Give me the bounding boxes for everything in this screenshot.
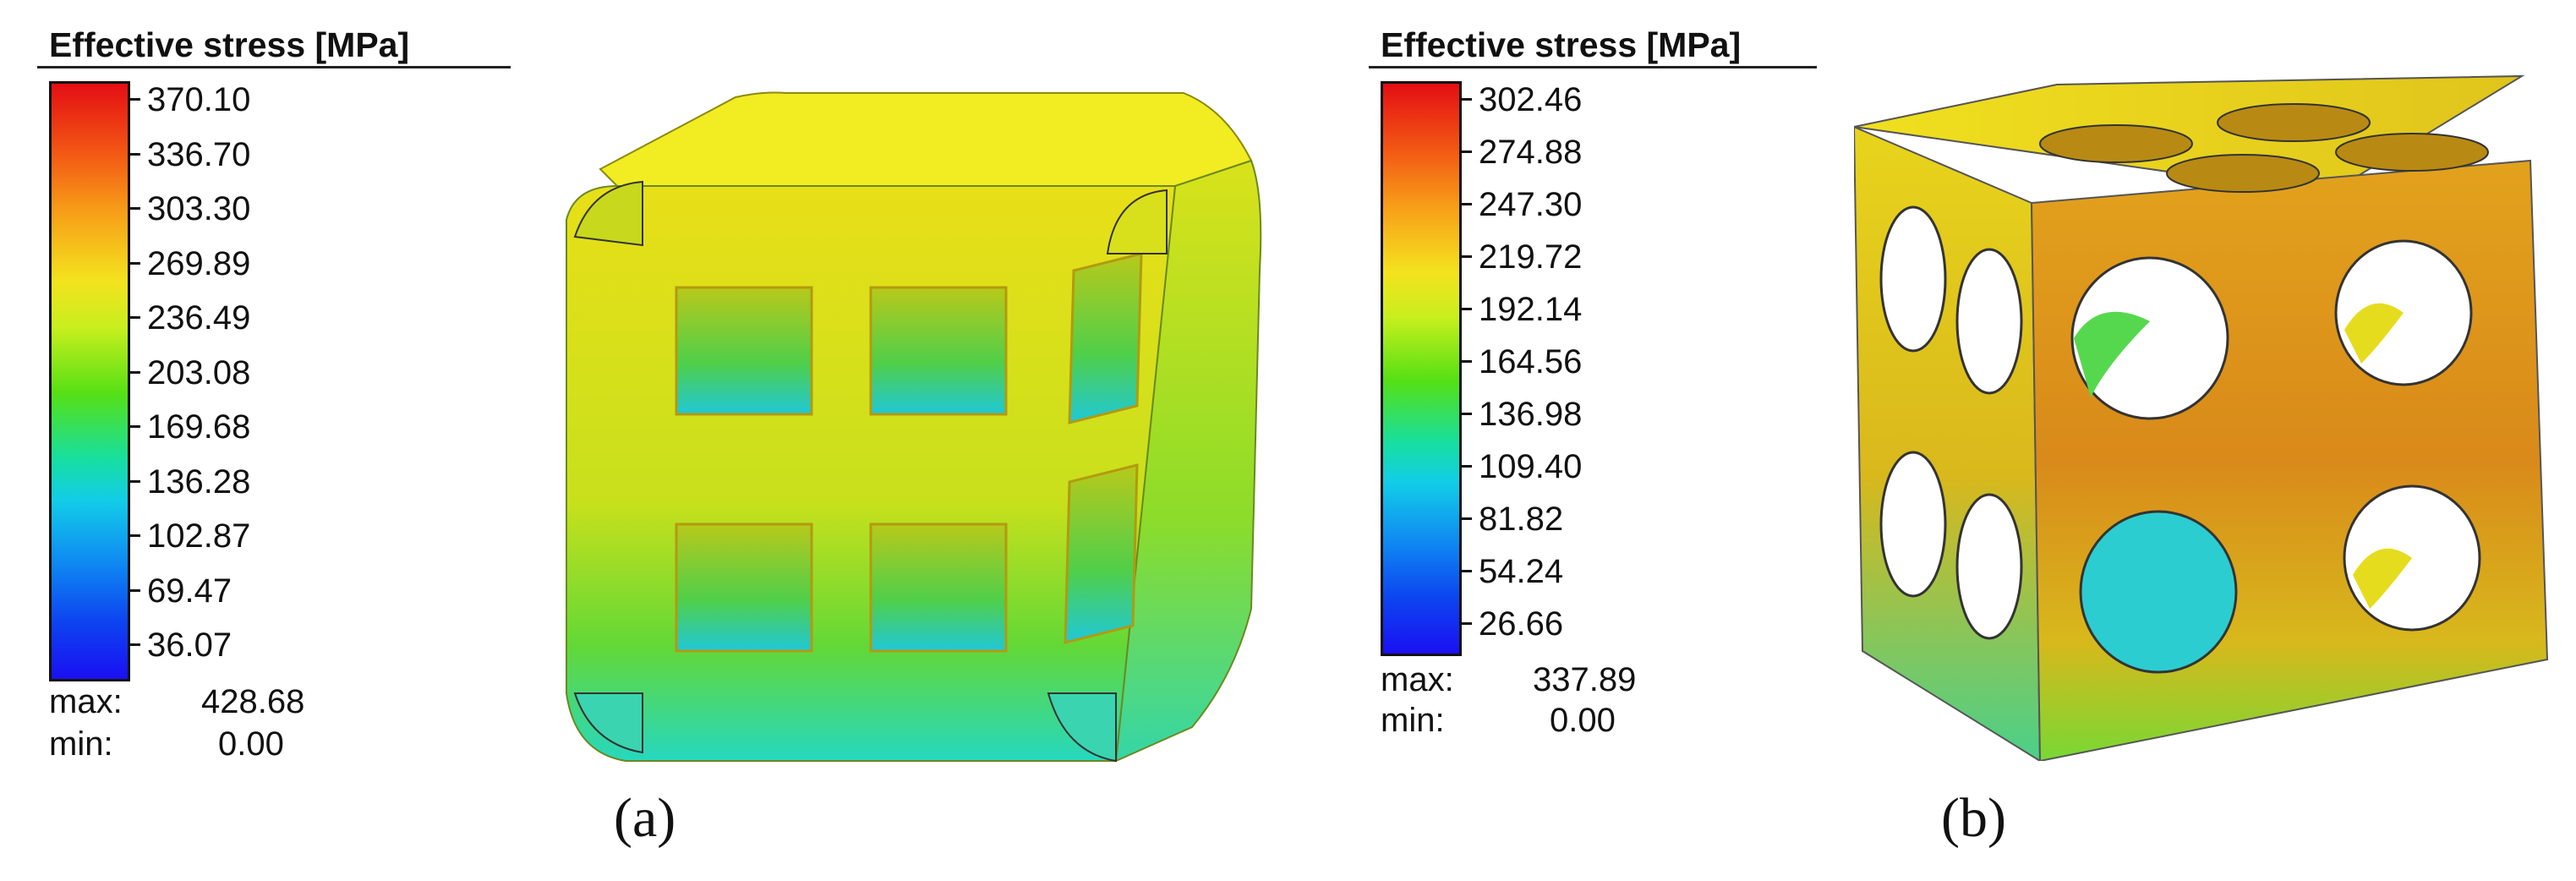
colorbar-tick: [1462, 413, 1472, 415]
colorbar-tick: [1462, 517, 1472, 520]
colorbar-tick-label: 192.14: [1479, 291, 1583, 328]
colorbar-tick: [1462, 570, 1472, 572]
colorbar-tick-label: 36.07: [147, 627, 232, 664]
colorbar-tick-label: 203.08: [147, 353, 251, 391]
colorbar-tick-label: 247.30: [1479, 186, 1583, 223]
colorbar-tick: [130, 588, 140, 592]
colorbar-tick-label: 164.56: [1479, 343, 1583, 380]
colorbar: [1381, 81, 1462, 656]
min-label: min:: [49, 725, 113, 763]
legend-title: Effective stress [MPa]: [1381, 25, 1742, 64]
colorbar-tick: [1462, 98, 1472, 101]
colorbar-tick-label: 336.70: [147, 135, 251, 173]
colorbar-tick-label: 109.40: [1479, 448, 1583, 485]
legend-title: Effective stress [MPa]: [49, 25, 410, 64]
colorbar-tick-label: 69.47: [147, 572, 232, 610]
colorbar-tick-label: 303.30: [147, 190, 251, 227]
colorbar-tick-label: 102.87: [147, 517, 251, 555]
max-value: 428.68: [201, 683, 305, 720]
colorbar-tick: [130, 425, 140, 428]
perforated-cube-render-b: [1854, 74, 2549, 761]
min-value: 0.00: [218, 725, 284, 763]
min-value: 0.00: [1550, 702, 1616, 739]
colorbar-tick: [1462, 308, 1472, 310]
max-value: 337.89: [1533, 661, 1637, 698]
colorbar-tick: [1462, 622, 1472, 625]
colorbar-tick-label: 370.10: [147, 81, 251, 118]
max-label: max:: [1381, 661, 1454, 698]
panel-b: Effective stress [MPa] 302.46 274.88 247.3…: [1288, 0, 2576, 881]
colorbar-tick-label: 54.24: [1479, 553, 1564, 590]
colorbar-tick: [1462, 150, 1472, 153]
colorbar-tick-label: 169.68: [147, 408, 251, 446]
figure-caption: (a): [614, 787, 676, 849]
colorbar-tick: [1462, 465, 1472, 468]
colorbar-tick: [130, 370, 140, 374]
colorbar-tick: [130, 261, 140, 265]
colorbar-tick-label: 269.89: [147, 244, 251, 282]
colorbar-tick-label: 274.88: [1479, 134, 1583, 171]
colorbar: [49, 81, 130, 681]
min-readout: min: 0.00: [49, 725, 284, 763]
colorbar-tick: [1462, 203, 1472, 205]
colorbar-tick: [130, 98, 140, 101]
max-label: max:: [49, 683, 123, 720]
min-label: min:: [1381, 702, 1445, 739]
colorbar-tick: [130, 479, 140, 483]
legend-divider: [1369, 66, 1817, 68]
lattice-cube-render-a: [566, 91, 1262, 763]
colorbar-tick: [130, 643, 140, 646]
colorbar-tick-label: 219.72: [1479, 238, 1583, 276]
colorbar-tick-label: 136.98: [1479, 396, 1583, 433]
colorbar-tick: [130, 316, 140, 319]
colorbar-tick: [130, 207, 140, 210]
colorbar-tick: [130, 152, 140, 156]
colorbar-tick: [130, 534, 140, 537]
colorbar-tick-label: 26.66: [1479, 605, 1564, 643]
max-readout: max: 337.89: [1381, 661, 1636, 699]
colorbar-tick-label: 81.82: [1479, 501, 1564, 538]
max-readout: max: 428.68: [49, 683, 304, 721]
colorbar-tick-label: 302.46: [1479, 81, 1583, 118]
colorbar-tick-label: 236.49: [147, 299, 251, 337]
min-readout: min: 0.00: [1381, 702, 1616, 740]
panel-a: Effective stress [MPa] 370.10 336.70 303.3…: [37, 25, 1262, 849]
colorbar-tick: [1462, 360, 1472, 363]
figure-caption: (b): [1941, 787, 2006, 849]
colorbar-tick: [1462, 255, 1472, 258]
colorbar-tick-label: 136.28: [147, 462, 251, 501]
legend-divider: [37, 66, 511, 68]
